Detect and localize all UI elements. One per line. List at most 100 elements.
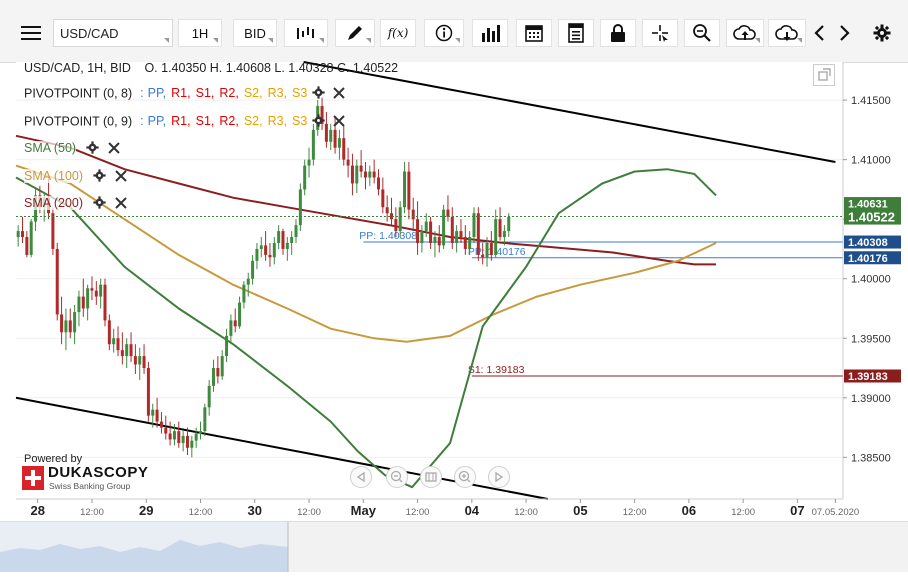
pivot-indicator-1[interactable]: PIVOTPOINT (0, 8): PP, R1, S1, R2, S2, R3, S3 [24,86,346,102]
candle [376,177,380,190]
pivot-item: R3, [267,86,288,101]
candle [294,225,298,238]
y-tick-label: 1.41000 [851,155,891,167]
sma100-legend[interactable]: SMA (100) [24,169,127,185]
lock-button[interactable] [600,19,636,47]
pivot-item: S3 [292,114,308,129]
chevron-down-icon [319,38,324,43]
candle [342,138,346,160]
candle [133,356,137,365]
pivot-item: R3, [267,114,288,129]
menu-icon[interactable] [12,19,50,47]
x-tick-label: 12:00 [297,507,321,518]
chart-header: USD/CAD, 1H, BID O. 1.40350 H. 1.40608 L… [24,61,398,75]
candle [468,237,472,249]
close-icon[interactable] [333,86,346,102]
symbol-value: USD/CAD [60,26,119,41]
pivot-label: PIVOTPOINT (0, 8) [24,86,133,101]
price-tag-label: 1.40631 [848,199,888,211]
candle [350,165,354,184]
candle [155,409,159,422]
upload-button[interactable] [726,19,764,47]
symbol-select[interactable]: USD/CAD [53,19,173,47]
expand-icon [818,68,831,81]
pivot-item: R1, [171,114,191,129]
close-icon[interactable] [115,196,127,212]
indicators-button[interactable]: f(x) [380,19,416,47]
price-tag: 1.40308 [844,235,901,249]
candle [381,189,385,208]
x-tick-label: 07.05.2020 [812,507,860,518]
report-button[interactable] [558,19,594,47]
candle [355,165,359,184]
candle [337,138,341,148]
gear-icon[interactable] [85,141,99,157]
volume-button[interactable] [472,19,508,47]
price-tag-bg [844,251,901,265]
chevron-left-icon [814,25,824,41]
pivot-label: PP: 1.40308 [359,230,417,242]
close-icon[interactable] [115,169,127,185]
candle [333,129,337,148]
price-tag-bg [844,369,901,383]
settings-button[interactable] [868,19,896,47]
gear-icon[interactable] [92,169,106,185]
candle [368,171,372,178]
candle [459,231,463,238]
x-tick-label: 12:00 [514,507,538,518]
scroll-right-button[interactable] [834,19,856,47]
pivot-indicator-2[interactable]: PIVOTPOINT (0, 9): PP, R1, S1, R2, S2, R3, S3 [24,114,346,130]
candle [120,350,124,357]
candle [220,356,224,377]
price-side-select[interactable]: BID [233,19,277,47]
close-icon[interactable] [333,114,346,130]
pivot-separator: : [140,114,144,129]
timeframe-select[interactable]: 1H [178,19,222,47]
crosshair-button[interactable] [642,19,678,47]
candle [168,433,172,440]
x-tick-label: 04 [465,503,480,518]
overview-scroller[interactable] [0,521,908,572]
candle [238,302,242,327]
candle [99,284,103,297]
logo-tagline: Swiss Banking Group [49,481,131,491]
price-tag-bg [844,197,901,211]
nav-forward-button[interactable] [488,466,510,488]
draw-tool-button[interactable] [335,19,375,47]
calendar-button[interactable] [516,19,552,47]
zoom-in-button[interactable] [454,466,476,488]
chart-type-button[interactable] [284,19,328,47]
candle [424,221,428,232]
close-icon[interactable] [108,141,120,157]
candle [485,242,489,258]
sma50-legend[interactable]: SMA (50) [24,141,120,157]
crosshair-icon [652,25,668,42]
plot-area [16,62,843,499]
zoom-out-button[interactable] [386,466,408,488]
price-tag-label: 1.40176 [848,253,888,265]
reset-zoom-button[interactable] [420,466,442,488]
sma200-label: SMA (200) [24,196,84,211]
sma100-label: SMA (100) [24,169,84,184]
download-button[interactable] [768,19,806,47]
nav-back-button[interactable] [350,466,372,488]
info-button[interactable] [424,19,464,47]
gear-icon [873,24,891,42]
candle [212,368,216,386]
scroll-left-button[interactable] [808,19,830,47]
price-tag-label: 1.40308 [848,237,888,249]
candle [298,189,302,226]
x-tick-label: 12:00 [189,507,213,518]
price-tag: 1.40522 [844,208,901,225]
price-tag-bg [844,235,901,249]
gear-icon[interactable] [312,86,325,102]
expand-button[interactable] [813,64,835,86]
sma200-legend[interactable]: SMA (200) [24,196,127,212]
zoom-button[interactable] [684,19,720,47]
y-tick-label: 1.41500 [851,95,891,107]
pivot-item: S3 [292,86,308,101]
gear-icon[interactable] [312,114,325,130]
gear-icon[interactable] [92,196,106,212]
